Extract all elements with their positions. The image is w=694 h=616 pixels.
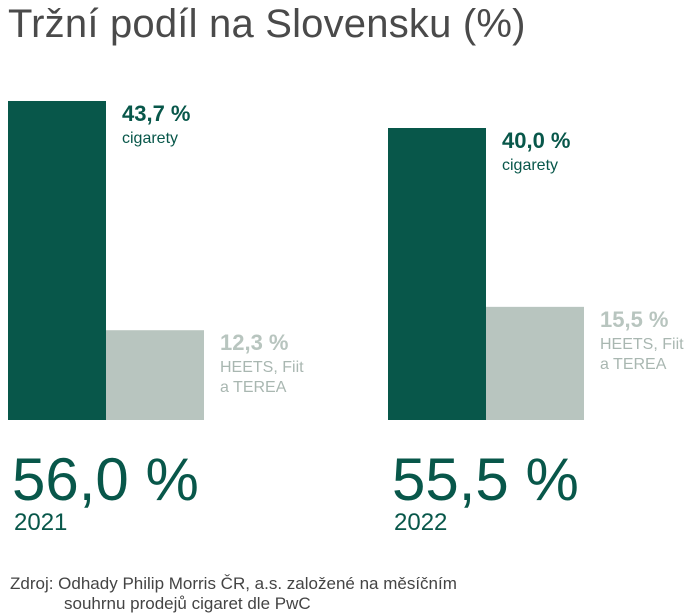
bar-2021-cigarety bbox=[8, 100, 106, 421]
category-label-2022-1-1: a TEREA bbox=[600, 356, 667, 373]
year-label-2021: 2021 bbox=[14, 509, 67, 536]
bar-2022-heets bbox=[486, 306, 584, 420]
value-label-2021-0: 43,7 % bbox=[122, 101, 191, 126]
total-2022: 55,5 % bbox=[392, 446, 579, 513]
bar-2022-cigarety bbox=[388, 128, 486, 420]
category-label-2021-1-1: a TEREA bbox=[220, 379, 287, 396]
value-label-2022-0: 40,0 % bbox=[502, 128, 571, 153]
bar-2021-heets bbox=[106, 330, 204, 420]
value-label-2022-1: 15,5 % bbox=[600, 307, 669, 332]
total-2021: 56,0 % bbox=[12, 446, 199, 513]
category-label-2022-0-0: cigarety bbox=[502, 157, 558, 174]
chart-title: Tržní podíl na Slovensku (%) bbox=[8, 2, 526, 46]
source-note: Zdroj: Odhady Philip Morris ČR, a.s. zal… bbox=[10, 574, 457, 614]
category-label-2022-1-0: HEETS, Fiit bbox=[600, 336, 684, 353]
chart-plot: 43,7 % cigarety 12,3 % HEETS, Fiit a TEREA 56… bbox=[8, 100, 684, 536]
value-label-2021-1: 12,3 % bbox=[220, 330, 289, 355]
source-line-1: Zdroj: Odhady Philip Morris ČR, a.s. zal… bbox=[10, 574, 457, 593]
category-label-2021-1-0: HEETS, Fiit bbox=[220, 359, 304, 376]
source-line-2: souhrnu prodejů cigaret dle PwC bbox=[64, 594, 311, 613]
year-label-2022: 2022 bbox=[394, 509, 447, 536]
category-label-2021-0-0: cigarety bbox=[122, 130, 178, 147]
